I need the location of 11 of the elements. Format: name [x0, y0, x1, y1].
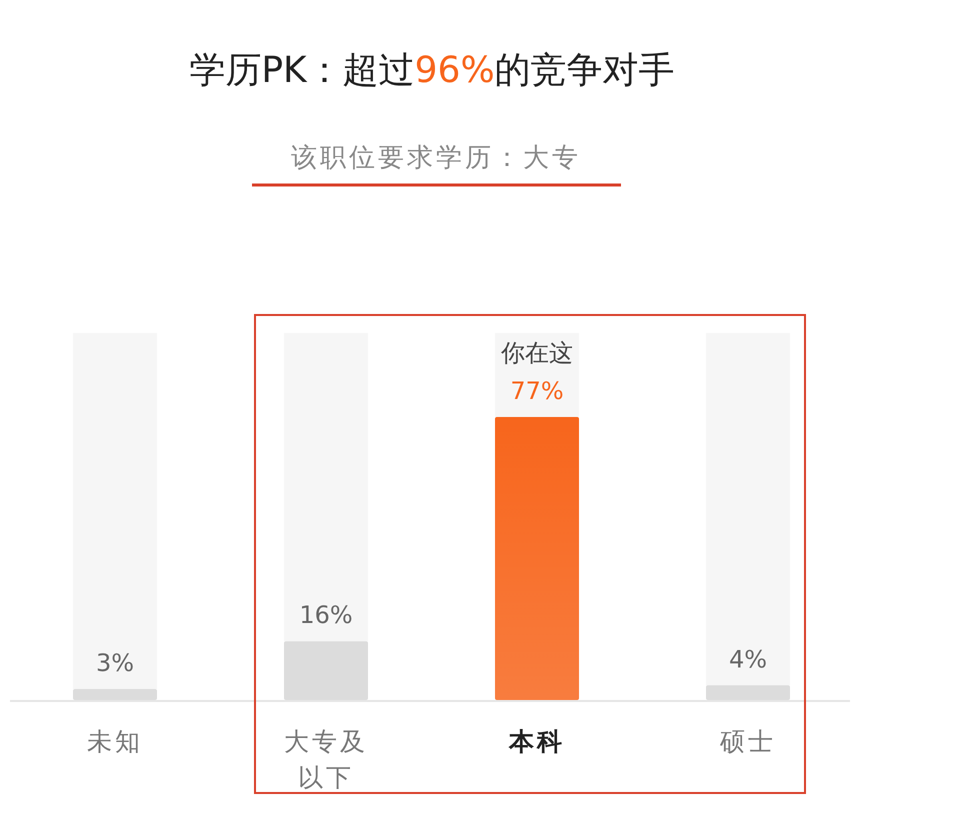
- title: 学历PK：超过96%的竞争对手: [189, 50, 675, 91]
- data-label: 3%: [96, 648, 134, 677]
- subtitle: 该职位要求学历：大专: [291, 143, 581, 173]
- x-tick-label: 大专及以下: [284, 727, 368, 792]
- data-label: 16%: [299, 601, 353, 630]
- data-label: 77%: [510, 377, 564, 405]
- x-tick-label: 硕士: [720, 727, 776, 756]
- data-label: 4%: [728, 645, 768, 674]
- x-tick-label: 未知: [87, 727, 143, 756]
- annotation: 你在这: [501, 339, 573, 367]
- x-tick-label: 本科: [509, 727, 565, 756]
